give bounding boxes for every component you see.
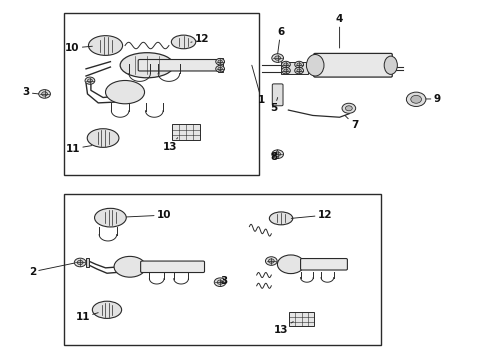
Circle shape [294,67,303,74]
Text: 13: 13 [273,321,293,334]
Circle shape [87,79,92,82]
Ellipse shape [94,208,126,227]
Ellipse shape [87,129,119,147]
Circle shape [214,278,225,287]
Circle shape [215,58,224,65]
Text: 2: 2 [29,263,74,277]
Circle shape [218,67,222,71]
Text: 7: 7 [344,116,358,130]
Text: 1: 1 [251,65,264,105]
Ellipse shape [88,36,122,55]
Circle shape [41,92,47,96]
Circle shape [274,56,280,60]
Ellipse shape [306,54,324,76]
Ellipse shape [269,212,292,225]
Circle shape [341,103,355,113]
Bar [217,58,222,72]
Circle shape [39,90,50,98]
Bar [64,13,259,175]
Bar [171,124,200,140]
Circle shape [281,67,290,74]
Text: 12: 12 [291,210,331,220]
Circle shape [74,258,86,267]
Circle shape [265,257,277,265]
Text: 4: 4 [335,14,343,48]
Text: 8: 8 [270,150,277,162]
Circle shape [217,280,223,284]
FancyBboxPatch shape [138,59,219,71]
Circle shape [271,150,283,158]
Ellipse shape [277,255,304,274]
Text: 6: 6 [276,27,284,54]
Circle shape [345,106,351,111]
Ellipse shape [171,35,195,49]
Ellipse shape [92,301,122,319]
Circle shape [77,260,83,265]
FancyBboxPatch shape [313,53,391,77]
Bar [281,62,307,74]
Circle shape [406,92,425,107]
FancyBboxPatch shape [141,261,204,273]
Circle shape [296,63,301,66]
Text: 13: 13 [163,138,177,152]
Text: 10: 10 [126,210,171,220]
Circle shape [281,61,290,68]
Ellipse shape [105,81,144,104]
FancyBboxPatch shape [300,258,346,270]
Ellipse shape [120,53,173,78]
Text: 3: 3 [220,276,227,286]
Circle shape [296,69,301,72]
Text: 10: 10 [65,43,92,53]
Circle shape [410,95,421,103]
Circle shape [271,54,283,62]
Circle shape [85,77,95,84]
Circle shape [274,152,280,156]
Bar [64,194,380,345]
Circle shape [294,61,303,68]
Circle shape [218,60,222,63]
Circle shape [215,66,224,72]
Text: 12: 12 [190,34,209,44]
FancyBboxPatch shape [272,84,283,106]
Text: 9: 9 [425,94,440,104]
Text: 11: 11 [65,144,92,154]
Bar [288,312,314,326]
Text: 3: 3 [22,87,39,98]
Ellipse shape [114,256,145,277]
Text: 11: 11 [75,312,98,322]
Text: 5: 5 [270,98,277,113]
Circle shape [283,69,287,72]
Ellipse shape [384,56,397,75]
Circle shape [283,63,287,66]
Bar [85,258,89,267]
Circle shape [268,259,274,263]
